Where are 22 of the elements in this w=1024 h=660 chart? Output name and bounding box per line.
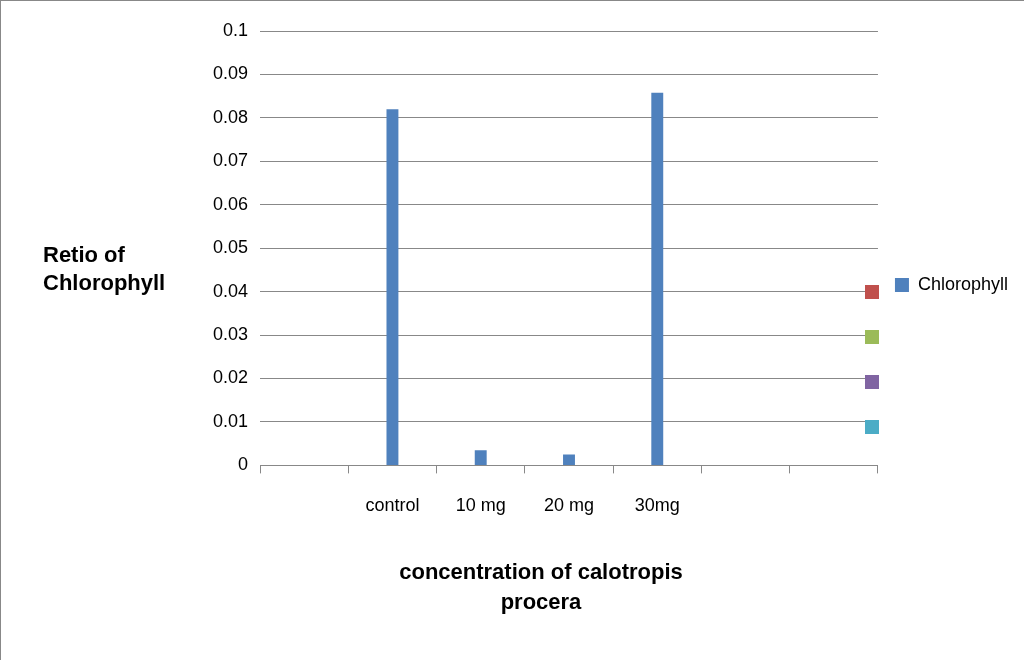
legend-label: Chlorophyll	[917, 273, 1008, 294]
y-tick-label: 0.01	[212, 410, 249, 431]
y-tick-label: 0.1	[223, 19, 249, 40]
y-tick-label: 0.07	[212, 150, 249, 171]
y-tick-label: 0.03	[212, 324, 249, 345]
y-tick-label: 0.09	[212, 63, 249, 84]
y-tick-label: 0.06	[212, 193, 249, 214]
bar	[386, 109, 399, 465]
bar	[474, 450, 487, 465]
y-axis-title: Retio of Chlorophyll	[43, 241, 167, 297]
x-tick-label: 30mg	[634, 495, 680, 516]
x-tick-label: 20 mg	[543, 495, 595, 516]
bar	[651, 92, 664, 465]
bar	[563, 454, 575, 465]
x-axis-title: concentration of calotropis procera	[398, 558, 684, 616]
y-tick-label: 0	[238, 454, 249, 475]
y-tick-label: 0.05	[212, 237, 249, 258]
x-tick-label: control	[365, 495, 420, 516]
y-tick-label: 0.02	[212, 367, 249, 388]
y-tick-label: 0.08	[212, 106, 249, 127]
y-tick-label: 0.04	[212, 280, 249, 301]
x-tick-label: 10 mg	[455, 495, 506, 516]
